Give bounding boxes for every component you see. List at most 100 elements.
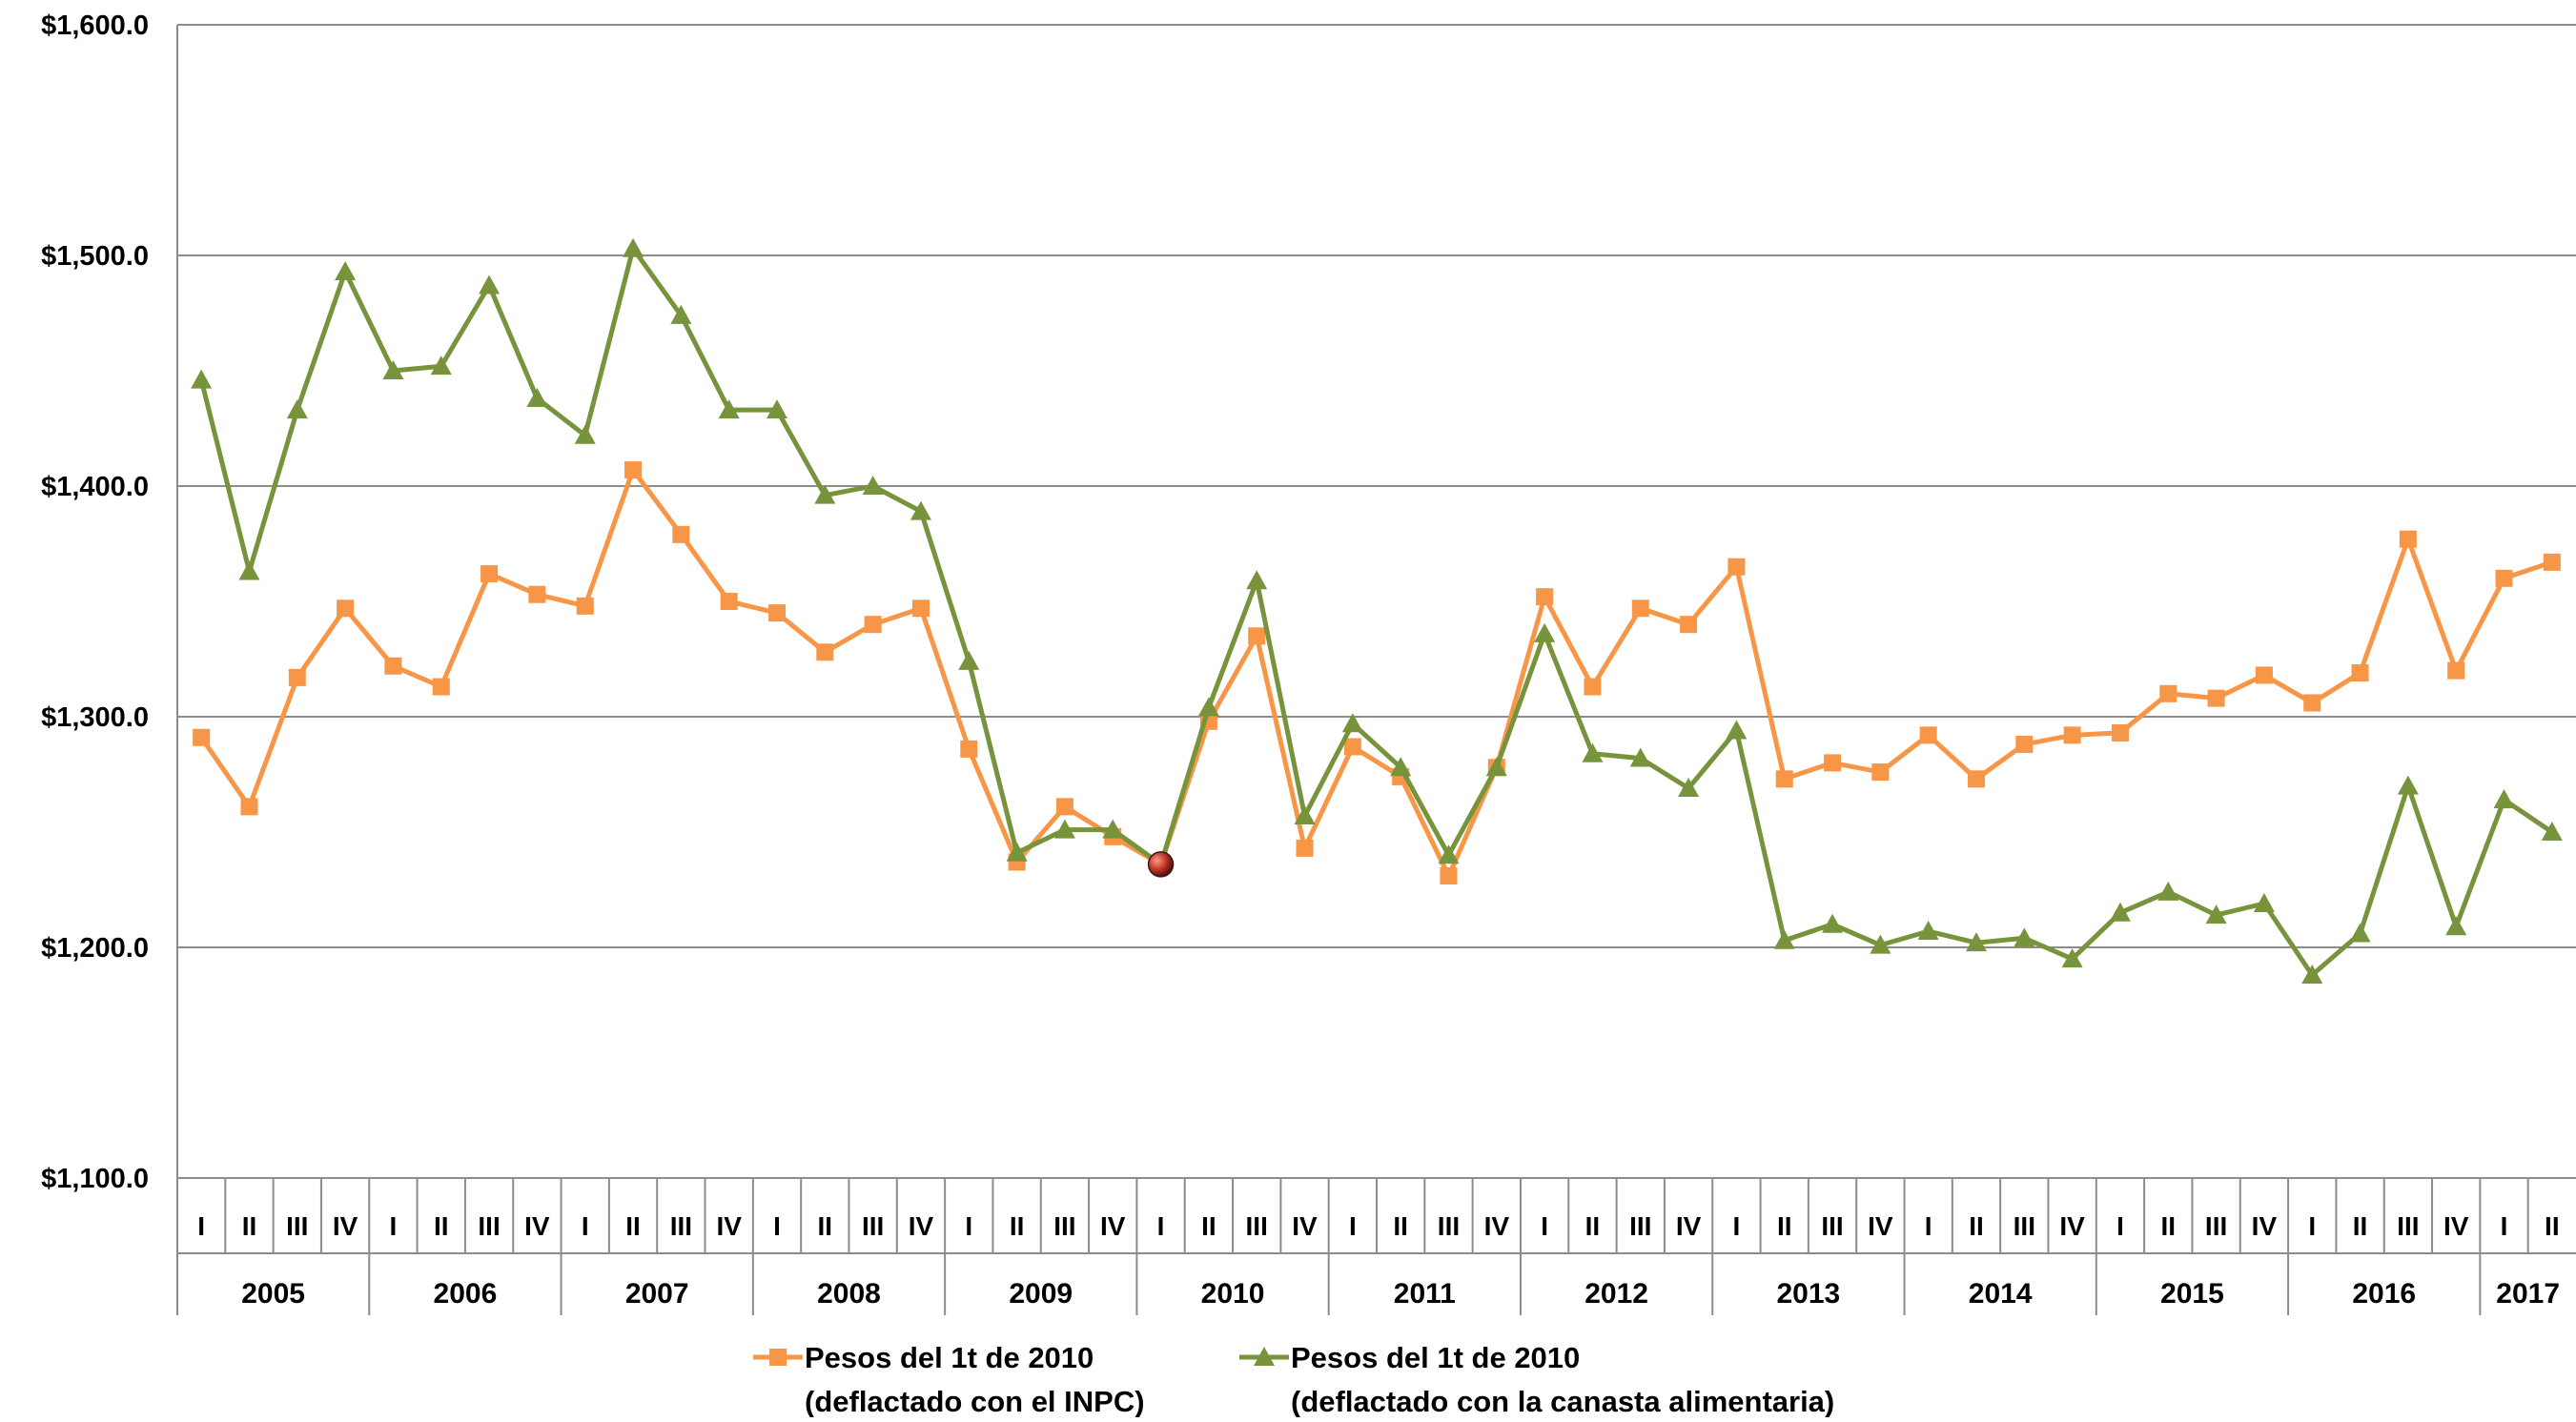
data-point-inpc — [2159, 684, 2177, 702]
data-point-inpc — [576, 597, 594, 615]
data-point-inpc — [2255, 666, 2273, 684]
data-point-canasta — [1341, 713, 1363, 733]
x-tick-quarter: II — [434, 1211, 449, 1241]
data-point-canasta — [335, 260, 357, 280]
data-point-inpc — [1536, 588, 1554, 606]
series-line-1 — [199, 467, 2553, 879]
data-point-canasta — [1917, 921, 1939, 941]
data-point-canasta — [238, 560, 260, 580]
data-point-inpc — [2447, 661, 2465, 680]
x-tick-quarter: II — [1201, 1211, 1216, 1241]
data-point-canasta — [1102, 819, 1124, 839]
data-point-inpc — [2111, 723, 2129, 741]
data-point-inpc — [337, 599, 355, 618]
legend-label-line1: Pesos del 1t de 2010 — [805, 1341, 1094, 1374]
series-lines — [191, 237, 2563, 985]
x-tick-year: 2010 — [1201, 1278, 1265, 1310]
x-tick-quarter: III — [1438, 1211, 1460, 1241]
x-tick-year: 2005 — [241, 1278, 305, 1310]
data-point-canasta — [1534, 622, 1556, 642]
data-point-canasta — [1438, 844, 1460, 864]
x-tick-quarter: I — [1157, 1211, 1165, 1241]
data-point-inpc — [1824, 754, 1842, 772]
data-point-canasta — [2349, 923, 2371, 943]
data-point-inpc — [193, 728, 211, 746]
x-tick-quarter: III — [1629, 1211, 1651, 1241]
x-tick-quarter: I — [1925, 1211, 1932, 1241]
data-point-inpc — [432, 678, 450, 696]
data-point-canasta — [2157, 881, 2179, 901]
data-point-inpc — [720, 593, 738, 610]
data-point-canasta — [910, 500, 931, 520]
x-tick-year: 2013 — [1777, 1278, 1841, 1310]
x-tick-quarter: I — [582, 1211, 589, 1241]
data-point-canasta — [382, 360, 404, 379]
data-point-inpc — [911, 599, 930, 618]
x-tick-quarter: II — [1585, 1211, 1601, 1241]
data-point-canasta — [1582, 742, 1604, 762]
data-point-canasta — [1006, 842, 1028, 862]
data-point-inpc — [1919, 726, 1937, 744]
data-point-canasta — [2061, 948, 2083, 968]
data-point-inpc — [960, 740, 978, 758]
data-point-canasta — [2445, 916, 2467, 936]
data-point-inpc — [1248, 627, 1266, 645]
y-tick-label: $1,300.0 — [41, 702, 149, 733]
data-point-inpc — [528, 585, 546, 603]
data-point-canasta — [814, 484, 836, 504]
x-tick-year: 2009 — [1009, 1278, 1073, 1310]
data-point-canasta — [623, 237, 644, 257]
data-point-inpc — [2063, 726, 2081, 744]
y-axis-ticks: $1,100.0 $1,200.0 $1,300.0 $1,400.0 $1,500.0… — [41, 10, 149, 1194]
x-tick-quarter: IV — [1484, 1211, 1510, 1241]
x-tick-quarter: I — [2116, 1211, 2124, 1241]
data-point-canasta — [1822, 913, 1844, 933]
x-tick-quarter: II — [625, 1211, 641, 1241]
legend-marker-square — [769, 1349, 787, 1366]
data-point-inpc — [2543, 553, 2561, 571]
x-tick-quarter: IV — [1292, 1211, 1318, 1241]
data-point-canasta — [1629, 747, 1651, 767]
x-tick-quarter: II — [242, 1211, 257, 1241]
x-tick-quarter: II — [2545, 1211, 2560, 1241]
y-tick-label: $1,200.0 — [41, 933, 149, 964]
data-point-inpc — [2207, 689, 2225, 707]
data-point-canasta — [1773, 929, 1795, 949]
data-point-inpc — [480, 564, 499, 582]
data-point-canasta — [526, 388, 548, 408]
data-point-canasta — [958, 650, 980, 670]
data-point-canasta — [862, 476, 884, 495]
x-tick-quarter: IV — [2443, 1211, 2469, 1241]
data-point-canasta — [2541, 822, 2563, 841]
data-point-canasta — [2205, 904, 2227, 924]
x-tick-year: 2011 — [1394, 1278, 1456, 1310]
x-tick-quarter: III — [2014, 1211, 2035, 1241]
data-point-canasta — [2109, 902, 2131, 922]
x-tick-quarter: II — [2160, 1211, 2176, 1241]
data-point-canasta — [1678, 778, 1700, 798]
x-tick-quarter: III — [862, 1211, 884, 1241]
data-point-inpc — [240, 798, 258, 816]
x-tick-quarter: IV — [909, 1211, 934, 1241]
data-point-canasta — [1485, 757, 1507, 777]
data-point-inpc — [1631, 599, 1649, 618]
data-point-inpc — [1680, 616, 1698, 634]
x-tick-quarter: IV — [1100, 1211, 1126, 1241]
y-tick-label: $1,100.0 — [41, 1164, 149, 1194]
data-point-canasta — [574, 424, 596, 444]
x-tick-quarter: I — [1349, 1211, 1357, 1241]
data-point-canasta — [1726, 720, 1748, 740]
data-point-canasta — [286, 399, 308, 419]
data-point-canasta — [2014, 927, 2035, 947]
x-tick-quarter: IV — [2059, 1211, 2085, 1241]
x-tick-quarter: III — [2397, 1211, 2419, 1241]
x-tick-quarter: IV — [524, 1211, 550, 1241]
data-point-inpc — [2399, 530, 2417, 548]
x-tick-year: 2007 — [625, 1278, 689, 1310]
data-point-inpc — [1968, 770, 1985, 788]
data-point-canasta — [767, 399, 787, 419]
x-tick-quarter: I — [2501, 1211, 2508, 1241]
data-point-inpc — [1584, 678, 1602, 696]
x-tick-quarter: II — [1010, 1211, 1025, 1241]
